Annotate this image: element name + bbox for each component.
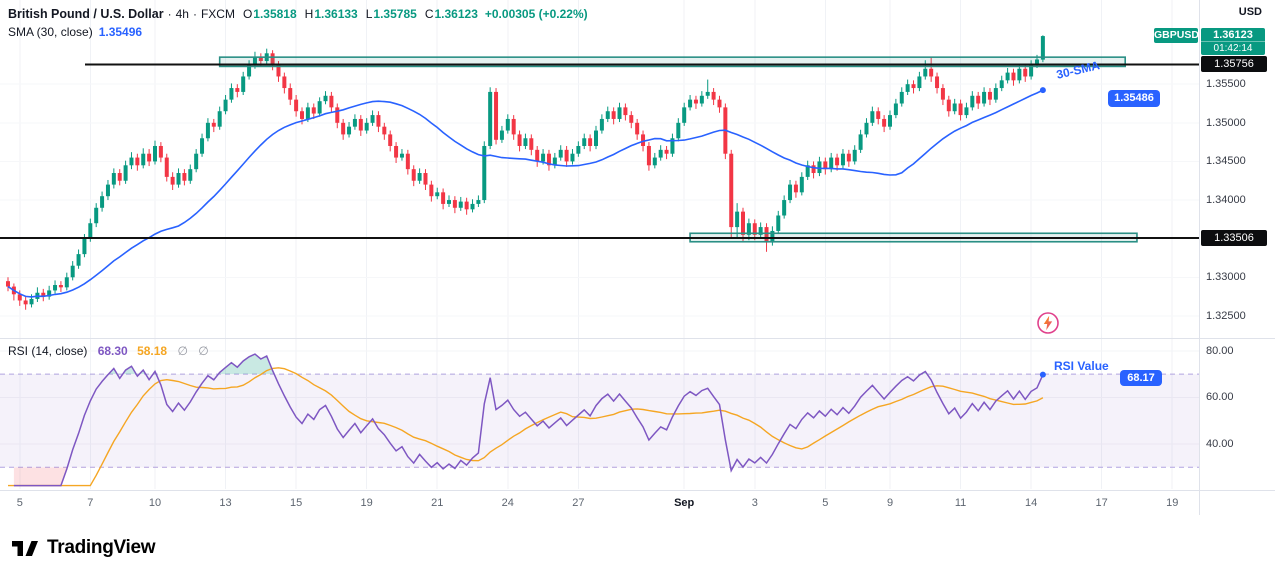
time-axis-label: 24 (501, 497, 514, 509)
rsi-axis-label: 80.00 (1206, 344, 1234, 357)
rsi-layer (8, 353, 1044, 487)
time-axis-label: 11 (954, 497, 967, 509)
low-value: 1.35785 (373, 7, 417, 21)
time-axis-label: 9 (886, 497, 894, 509)
price-axis-label: 1.33000 (1206, 271, 1246, 284)
open-value: 1.35818 (253, 7, 297, 21)
supply-demand-zones (218, 56, 1138, 243)
time-axis-label: 14 (1024, 497, 1038, 509)
rsi-legend[interactable]: RSI (14, close) 68.30 58.18 ∅ ∅ (8, 344, 209, 358)
grid-layer (0, 0, 1199, 489)
high-label: H (304, 7, 314, 21)
time-axis-label: 5 (822, 497, 829, 509)
rsi-value-badge[interactable]: 68.17 (1120, 370, 1162, 387)
price-axis-label: 1.34500 (1206, 155, 1246, 168)
tradingview-logo-icon[interactable] (10, 535, 40, 561)
price-axis-label: 1.32500 (1206, 309, 1246, 322)
price-axis-label: 1.34000 (1206, 194, 1246, 207)
symbol-price-flag: GBPUSD (1154, 28, 1199, 44)
low-label: L (365, 7, 373, 21)
separator: · (167, 7, 172, 21)
resistance-price-label: 1.35756 (1201, 56, 1267, 73)
empty-set-icon: ∅ (177, 344, 188, 358)
last-value-dots (1039, 87, 1046, 378)
time-axis-label: 5 (16, 497, 23, 509)
level-lines (0, 63, 1199, 240)
sma-legend-row[interactable]: SMA (30, close) 1.35496 (8, 23, 588, 41)
time-axis-label: 13 (219, 497, 232, 509)
change-value: +0.00305 (+0.22%) (484, 7, 588, 21)
exchange-label: FXCM (200, 7, 235, 21)
price-axis[interactable]: USD 1.36123 01:42:14 1.35756 1.33506 1.3… (1200, 0, 1275, 515)
rsi-ma-legend-value: 58.18 (137, 344, 168, 358)
bar-countdown: 01:42:14 (1213, 43, 1253, 55)
axis-currency-label[interactable]: USD (1238, 6, 1262, 18)
candles-layer (6, 35, 1045, 310)
last-price-value: 1.36123 (1201, 28, 1265, 43)
time-axis-border (0, 490, 1275, 491)
flash-reaction-icon[interactable] (1036, 311, 1060, 335)
empty-set-icon: ∅ (198, 344, 209, 358)
time-axis-label: 19 (360, 497, 373, 509)
interval-label: 4h (175, 7, 189, 21)
price-axis-border (1199, 0, 1200, 515)
high-value: 1.36133 (314, 7, 358, 21)
symbol-title: British Pound / U.S. Dollar (8, 7, 164, 21)
time-axis-label: Sep (674, 497, 695, 509)
time-axis-label: 19 (1166, 497, 1179, 509)
symbol-legend-row: British Pound / U.S. Dollar · 4h · FXCM … (8, 5, 588, 23)
price-axis-label: 1.35000 (1206, 116, 1246, 129)
sma-legend-label: SMA (30, close) (8, 25, 93, 39)
footer: TradingView (10, 533, 156, 563)
rsi-axis-label: 40.00 (1206, 437, 1234, 450)
time-axis-label: 7 (87, 497, 94, 509)
brand-name[interactable]: TradingView (47, 537, 156, 558)
time-axis-label: 3 (751, 497, 758, 509)
support-price-label: 1.33506 (1201, 230, 1267, 247)
rsi-axis-label: 60.00 (1206, 391, 1234, 404)
rsi-annotation[interactable]: RSI Value (1054, 359, 1109, 373)
price-axis-label: 1.35500 (1206, 78, 1246, 91)
pane-separator[interactable] (0, 338, 1275, 339)
time-axis[interactable]: 5 7 10 13 15 19 21 24 27 Sep 3 5 9 11 14 17 19 (0, 491, 1275, 515)
close-label: C (424, 7, 434, 21)
sma-line (7, 89, 1044, 298)
time-axis-label: 10 (148, 497, 162, 509)
time-axis-label: 17 (1095, 497, 1108, 509)
close-value: 1.36123 (434, 7, 478, 21)
open-label: O (242, 7, 253, 21)
separator: · (192, 7, 197, 21)
rsi-legend-label: RSI (14, close) (8, 344, 88, 358)
sma-legend-value: 1.35496 (98, 25, 143, 39)
sma-value-badge[interactable]: 1.35486 (1108, 90, 1160, 108)
symbol-legend[interactable]: British Pound / U.S. Dollar · 4h · FXCM … (8, 5, 588, 41)
rsi-legend-value: 68.30 (97, 344, 128, 358)
time-axis-label: 21 (431, 497, 444, 509)
time-axis-label: 15 (289, 497, 303, 509)
rsi-band (0, 373, 1199, 468)
last-price-badge: 1.36123 01:42:14 (1201, 28, 1265, 56)
time-axis-label: 27 (572, 497, 585, 509)
